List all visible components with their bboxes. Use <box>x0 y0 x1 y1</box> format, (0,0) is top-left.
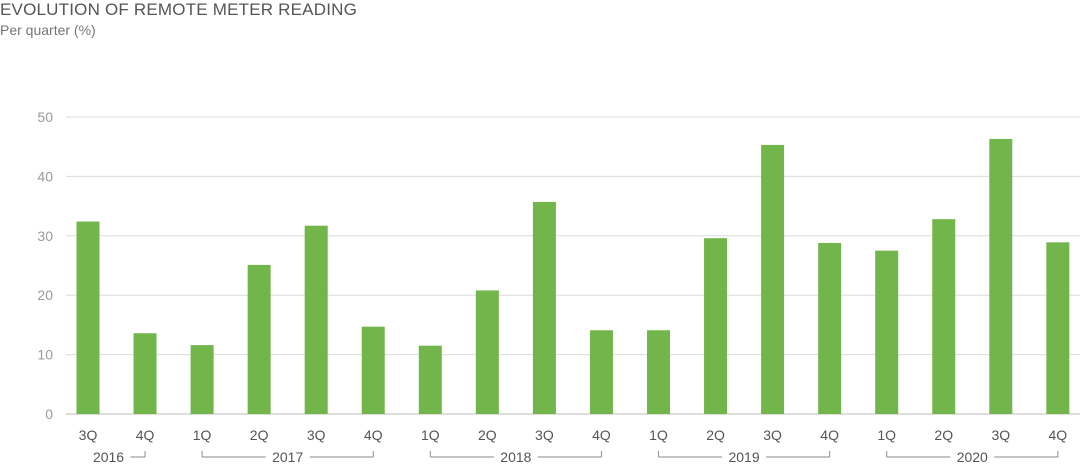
x-tick-label: 4Q <box>820 427 839 443</box>
bar <box>704 238 728 414</box>
x-tick-label: 3Q <box>763 427 782 443</box>
bar <box>761 144 785 414</box>
x-axis-labels: 3Q 4Q 1Q 2Q 3Q 4Q 1Q 2Q 3Q 4Q 1Q 2Q 3Q 4Q 1Q 2Q 3Q 4Q <box>79 427 1068 443</box>
bar <box>418 345 442 414</box>
bars <box>76 138 1070 414</box>
y-axis-ticks: 0 10 20 30 40 50 <box>37 109 53 422</box>
x-tick-label: 2Q <box>250 427 269 443</box>
bar <box>247 264 271 414</box>
x-tick-label: 3Q <box>79 427 98 443</box>
bar <box>133 333 157 414</box>
bar <box>932 219 956 414</box>
bar <box>304 225 328 414</box>
year-label: 2018 <box>500 449 531 465</box>
bar <box>875 250 899 414</box>
bar <box>589 330 613 414</box>
bar <box>1046 242 1070 414</box>
x-tick-label: 1Q <box>877 427 896 443</box>
y-tick-label: 50 <box>37 109 53 125</box>
y-tick-label: 10 <box>37 347 53 363</box>
bar <box>647 330 670 414</box>
year-label: 2016 <box>93 449 124 465</box>
year-group-labels: 2016 2017 2018 2019 2020 <box>93 449 1059 465</box>
x-tick-label: 1Q <box>421 427 440 443</box>
x-tick-label: 1Q <box>193 427 212 443</box>
chart-title: EVOLUTION OF REMOTE METER READING <box>0 0 358 19</box>
bar <box>190 345 214 414</box>
bar <box>818 242 842 414</box>
y-tick-label: 20 <box>37 287 53 303</box>
x-tick-label: 2Q <box>478 427 497 443</box>
bar <box>361 326 385 414</box>
x-tick-label: 2Q <box>934 427 953 443</box>
x-tick-label: 3Q <box>991 427 1010 443</box>
bar <box>532 201 556 414</box>
y-tick-label: 40 <box>37 168 53 184</box>
x-tick-label: 3Q <box>535 427 554 443</box>
year-label: 2017 <box>272 449 303 465</box>
y-tick-label: 0 <box>45 406 53 422</box>
x-tick-label: 1Q <box>649 427 668 443</box>
x-tick-label: 3Q <box>307 427 326 443</box>
year-label: 2020 <box>957 449 988 465</box>
x-tick-label: 4Q <box>136 427 155 443</box>
x-tick-label: 4Q <box>592 427 611 443</box>
bar <box>989 138 1013 414</box>
x-tick-label: 4Q <box>364 427 383 443</box>
grid-lines <box>66 116 1080 415</box>
year-label: 2019 <box>728 449 759 465</box>
x-tick-label: 4Q <box>1049 427 1068 443</box>
x-tick-label: 2Q <box>706 427 725 443</box>
bar <box>76 221 100 414</box>
bar <box>475 290 499 414</box>
chart-subtitle: Per quarter (%) <box>0 22 96 38</box>
y-tick-label: 30 <box>37 228 53 244</box>
